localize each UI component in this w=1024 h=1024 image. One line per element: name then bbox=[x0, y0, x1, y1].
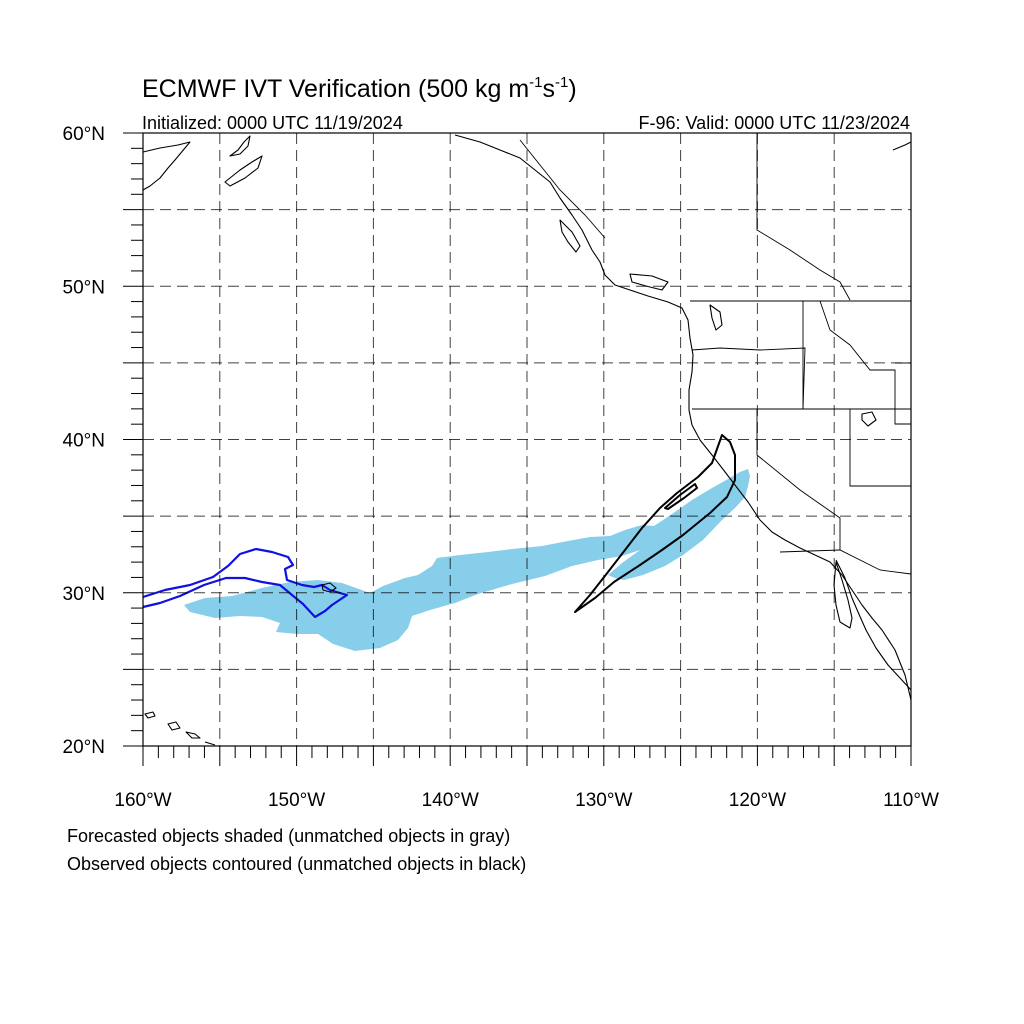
legend-forecast-note: Forecasted objects shaded (unmatched obj… bbox=[67, 826, 510, 846]
forecast-ivt-object bbox=[184, 469, 750, 651]
x-tick-label: 160°W bbox=[114, 790, 171, 811]
x-tick-label: 140°W bbox=[422, 790, 479, 811]
observed-ivt-object-unmatched bbox=[574, 434, 736, 613]
valid-label: F-96: Valid: 0000 UTC 11/23/2024 bbox=[639, 113, 911, 133]
legend-observed-note: Observed objects contoured (unmatched ob… bbox=[67, 854, 526, 874]
y-tick-label: 60°N bbox=[63, 124, 105, 145]
plot-area bbox=[142, 132, 912, 747]
political-borders bbox=[519, 133, 912, 575]
x-tick-label: 120°W bbox=[729, 790, 786, 811]
x-tick-label: 110°W bbox=[883, 790, 939, 811]
map-title: ECMWF IVT Verification (500 kg m-1s-1) bbox=[142, 74, 577, 103]
x-tick-label: 130°W bbox=[575, 790, 632, 811]
observed-ivt-object-matched bbox=[142, 547, 349, 619]
x-tick-label: 150°W bbox=[268, 790, 325, 811]
y-tick-label: 40°N bbox=[63, 431, 105, 452]
initialized-label: Initialized: 0000 UTC 11/19/2024 bbox=[142, 113, 403, 133]
lat-lon-grid bbox=[143, 133, 911, 746]
y-tick-label: 30°N bbox=[63, 584, 105, 605]
y-tick-label: 50°N bbox=[63, 277, 105, 298]
map-axes: 160°W 150°W 140°W 130°W 120°W 110°W 20°N 30°N 40… bbox=[63, 124, 939, 811]
coastlines bbox=[142, 134, 912, 746]
y-tick-label: 20°N bbox=[63, 737, 105, 758]
